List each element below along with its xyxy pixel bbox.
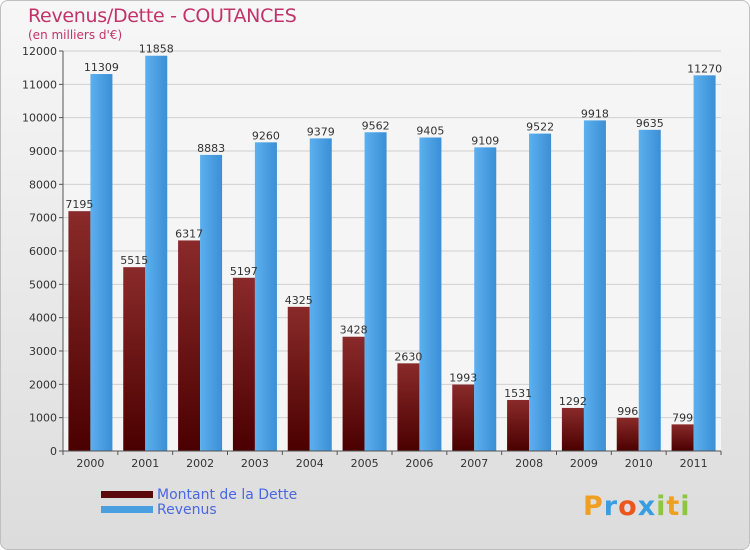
y-tick-label: 8000 <box>29 178 57 191</box>
y-tick-label: 6000 <box>29 245 57 258</box>
data-label-dette-2000: 7195 <box>65 198 93 211</box>
y-tick-label: 0 <box>50 445 57 458</box>
data-label-revenus-2008: 9522 <box>526 121 554 134</box>
y-tick-label: 3000 <box>29 345 57 358</box>
x-tick-label-2000: 2000 <box>76 457 104 470</box>
bar-revenus-2002 <box>200 154 223 451</box>
data-label-revenus-2010: 9635 <box>636 117 664 130</box>
data-label-revenus-2007: 9109 <box>471 134 499 147</box>
legend-swatch-revenus <box>101 506 153 513</box>
data-label-revenus-2006: 9405 <box>416 125 444 138</box>
x-tick-label-2005: 2005 <box>351 457 379 470</box>
data-label-revenus-2004: 9379 <box>307 125 335 138</box>
bar-dette-2009 <box>561 407 584 451</box>
data-label-revenus-2009: 9918 <box>581 107 609 120</box>
y-tick-label: 5000 <box>29 278 57 291</box>
bar-dette-2007 <box>452 384 475 451</box>
x-tick-label-2009: 2009 <box>570 457 598 470</box>
bar-chart: 7195 11309 5515 11858 6317 8883 5197 9260 4325 93… <box>22 43 722 470</box>
x-tick-label-2008: 2008 <box>515 457 543 470</box>
x-tick-label-2003: 2003 <box>241 457 269 470</box>
data-label-dette-2005: 3428 <box>340 324 368 337</box>
bar-revenus-2006 <box>419 137 442 451</box>
logo-letter: o <box>618 491 638 522</box>
y-tick-label: 2000 <box>29 378 57 391</box>
y-tick-label: 11000 <box>22 78 57 91</box>
data-label-revenus-2000: 11309 <box>84 61 119 74</box>
bar-revenus-2011 <box>693 75 716 451</box>
legend: Montant de la Dette Revenus <box>101 486 298 518</box>
bar-revenus-2000 <box>90 74 113 452</box>
y-tick-label: 7000 <box>29 212 57 225</box>
bar-dette-2003 <box>232 277 255 451</box>
data-label-revenus-2003: 9260 <box>252 129 280 142</box>
data-label-dette-2011: 799 <box>672 411 693 424</box>
x-tick-label-2011: 2011 <box>680 457 708 470</box>
bar-revenus-2009 <box>583 120 606 452</box>
data-label-dette-2010: 996 <box>617 405 638 418</box>
bar-dette-2000 <box>68 211 91 451</box>
bar-dette-2001 <box>123 267 146 451</box>
bar-revenus-2007 <box>474 147 497 451</box>
data-label-dette-2001: 5515 <box>120 254 148 267</box>
bar-dette-2006 <box>397 363 420 451</box>
data-label-revenus-2005: 9562 <box>362 119 390 132</box>
bar-revenus-2005 <box>364 132 387 451</box>
chart-subtitle: (en milliers d'€) <box>28 28 123 42</box>
bar-revenus-2001 <box>145 55 168 451</box>
bar-dette-2004 <box>287 306 310 451</box>
data-label-revenus-2011: 11270 <box>687 62 722 75</box>
data-label-dette-2008: 1531 <box>504 387 532 400</box>
legend-label-debt: Montant de la Dette <box>157 486 298 503</box>
data-label-dette-2007: 1993 <box>449 372 477 385</box>
data-label-dette-2002: 6317 <box>175 227 203 240</box>
legend-item-revenus: Revenus <box>101 501 297 518</box>
y-tick-label: 1000 <box>29 412 57 425</box>
data-label-revenus-2001: 11858 <box>139 43 174 56</box>
x-tick-label-2010: 2010 <box>625 457 653 470</box>
logo-letter: i <box>656 491 667 522</box>
legend-item-debt: Montant de la Dette <box>101 486 298 503</box>
x-tick-label-2007: 2007 <box>460 457 488 470</box>
data-label-dette-2003: 5197 <box>230 265 258 278</box>
data-label-dette-2004: 4325 <box>285 294 313 307</box>
bar-revenus-2004 <box>309 138 332 451</box>
data-label-dette-2009: 1292 <box>559 395 587 408</box>
y-tick-label: 12000 <box>22 45 57 58</box>
bar-revenus-2008 <box>529 133 552 451</box>
logo-letter: r <box>603 491 619 522</box>
logo-letter: x <box>637 491 657 522</box>
x-tick-label-2006: 2006 <box>405 457 433 470</box>
bar-revenus-2010 <box>638 129 661 452</box>
logo-letter: t <box>666 491 681 522</box>
x-tick-label-2004: 2004 <box>296 457 324 470</box>
bar-dette-2008 <box>507 399 530 451</box>
y-tick-label: 10000 <box>22 112 57 125</box>
logo-letter: i <box>680 491 691 522</box>
bar-dette-2002 <box>178 240 201 451</box>
y-tick-label: 9000 <box>29 145 57 158</box>
bar-dette-2011 <box>671 424 694 451</box>
bar-dette-2005 <box>342 336 365 451</box>
data-label-dette-2006: 2630 <box>394 350 422 363</box>
bar-revenus-2003 <box>254 142 277 452</box>
logo-letter: P <box>583 491 604 522</box>
chart-title: Revenus/Dette - COUTANCES <box>28 5 297 27</box>
data-label-revenus-2002: 8883 <box>197 142 225 155</box>
proxiti-logo: Proxiti <box>583 491 691 522</box>
x-tick-label-2001: 2001 <box>131 457 159 470</box>
x-tick-label-2002: 2002 <box>186 457 214 470</box>
legend-label-revenus: Revenus <box>157 501 217 518</box>
legend-swatch-debt <box>101 491 153 498</box>
y-tick-label: 4000 <box>29 312 57 325</box>
bar-dette-2010 <box>616 417 639 451</box>
